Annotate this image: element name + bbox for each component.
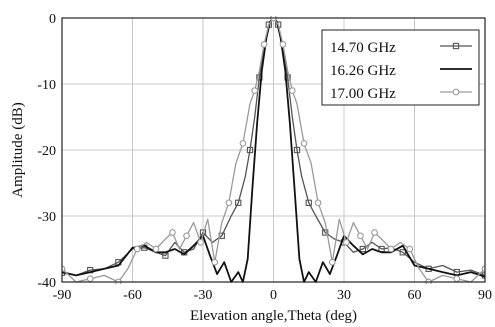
y-tick-label: -30 bbox=[37, 210, 56, 225]
plot-frame bbox=[61, 17, 486, 283]
data-point-square bbox=[452, 42, 460, 50]
data-point-circle bbox=[314, 199, 322, 207]
legend-label: 16.26 GHz bbox=[330, 63, 396, 79]
data-point-circle bbox=[197, 239, 204, 246]
legend: 14.70 GHz 16.26 GHz 17.00 GHz bbox=[321, 29, 480, 106]
data-point-circle bbox=[371, 229, 378, 236]
data-point-circle bbox=[279, 41, 287, 48]
x-tick-label: -60 bbox=[123, 288, 142, 303]
data-point-circle bbox=[152, 245, 160, 253]
data-point-circle bbox=[133, 245, 141, 253]
data-point-circle bbox=[453, 275, 461, 283]
y-tick-label: -40 bbox=[37, 276, 56, 291]
data-point-square bbox=[293, 146, 301, 154]
legend-label: 14.70 GHz bbox=[330, 40, 396, 56]
x-tick-label: 90 bbox=[478, 288, 492, 303]
data-point-circle bbox=[211, 258, 219, 266]
x-tick-label: 30 bbox=[337, 288, 351, 303]
data-point-circle bbox=[343, 239, 350, 246]
data-point-circle bbox=[169, 229, 176, 236]
data-point-circle bbox=[260, 41, 268, 48]
data-point-square bbox=[322, 229, 329, 236]
data-point-circle bbox=[406, 245, 414, 253]
legend-label: 17.00 GHz bbox=[330, 86, 396, 102]
data-point-circle bbox=[225, 199, 233, 207]
data-point-square bbox=[246, 146, 254, 154]
data-point-circle bbox=[288, 87, 296, 94]
data-point-circle bbox=[357, 232, 364, 240]
y-tick-label: -10 bbox=[37, 78, 56, 93]
data-point-circle bbox=[300, 140, 308, 147]
data-point-square bbox=[399, 249, 406, 256]
legend-box bbox=[321, 29, 480, 106]
data-point-circle bbox=[183, 232, 190, 240]
y-tick-label: -20 bbox=[37, 144, 56, 159]
data-point-circle bbox=[452, 88, 460, 96]
x-tick-label: -90 bbox=[53, 288, 72, 303]
data-point-square bbox=[359, 245, 366, 253]
y-tick-label: 0 bbox=[49, 12, 56, 27]
data-point-circle bbox=[239, 140, 247, 147]
y-axis-label: Amplitude (dB) bbox=[10, 102, 26, 197]
x-axis-label: Elevation angle,Theta (deg) bbox=[190, 308, 357, 324]
tick-labels: -90 -60 -30 0 30 60 90 0 -10 -20 -30 -40 bbox=[37, 12, 492, 303]
data-point-square bbox=[305, 199, 312, 206]
data-point-circle bbox=[251, 87, 259, 94]
data-point-square bbox=[235, 199, 242, 206]
x-tick-label: 60 bbox=[408, 288, 422, 303]
x-tick-label: -30 bbox=[194, 288, 213, 303]
data-point-circle bbox=[328, 258, 336, 266]
data-point-circle bbox=[481, 265, 485, 273]
x-tick-label: 0 bbox=[270, 288, 277, 303]
data-point-circle bbox=[86, 275, 94, 283]
data-point-circle bbox=[387, 245, 395, 253]
